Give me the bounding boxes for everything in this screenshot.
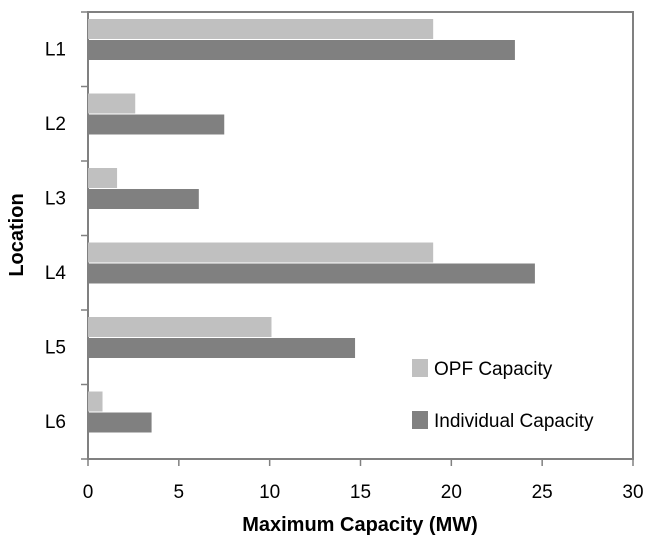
bar-l2-opf (88, 93, 136, 114)
legend-swatch-opf (412, 359, 428, 377)
legend: OPF Capacity Individual Capacity (412, 359, 594, 432)
y-tick-label: L3 (45, 188, 66, 209)
y-tick-marks (81, 11, 88, 460)
bar-l5-individual (88, 338, 356, 358)
bar-l4-individual (88, 263, 535, 284)
y-tick-labels: L1 L2 L3 L4 L5 L6 (45, 39, 67, 433)
bar-l1-individual (88, 40, 515, 60)
bar-l3-individual (88, 189, 199, 209)
y-tick-label: L5 (45, 337, 66, 358)
legend-label-individual: Individual Capacity (434, 411, 594, 432)
x-tick-marks (87, 459, 634, 466)
bar-l5-opf (88, 317, 272, 337)
x-tick-label: 20 (441, 482, 462, 503)
y-axis-title: Location (6, 193, 28, 276)
x-tick-labels: 0 5 10 15 20 25 30 (83, 482, 644, 503)
x-tick-label: 15 (350, 482, 371, 503)
bar-l2-individual (88, 114, 225, 135)
bar-l4-opf (88, 242, 434, 263)
y-tick-label: L1 (45, 39, 66, 60)
bar-l6-opf (88, 391, 103, 412)
y-tick-label: L4 (45, 263, 67, 284)
y-tick-label: L6 (45, 412, 66, 433)
bar-l6-individual (88, 412, 152, 433)
y-tick-label: L2 (45, 114, 66, 135)
x-tick-label: 25 (532, 482, 553, 503)
bar-l1-opf (88, 19, 434, 39)
x-axis-title: Maximum Capacity (MW) (242, 514, 478, 536)
x-tick-label: 5 (174, 482, 185, 503)
plot-area (87, 11, 634, 460)
x-tick-label: 30 (622, 482, 643, 503)
legend-label-opf: OPF Capacity (434, 359, 553, 380)
legend-swatch-individual (412, 411, 428, 429)
bar-l3-opf (88, 168, 118, 188)
bars-group (88, 19, 535, 433)
x-tick-label: 10 (259, 482, 280, 503)
x-tick-label: 0 (83, 482, 94, 503)
